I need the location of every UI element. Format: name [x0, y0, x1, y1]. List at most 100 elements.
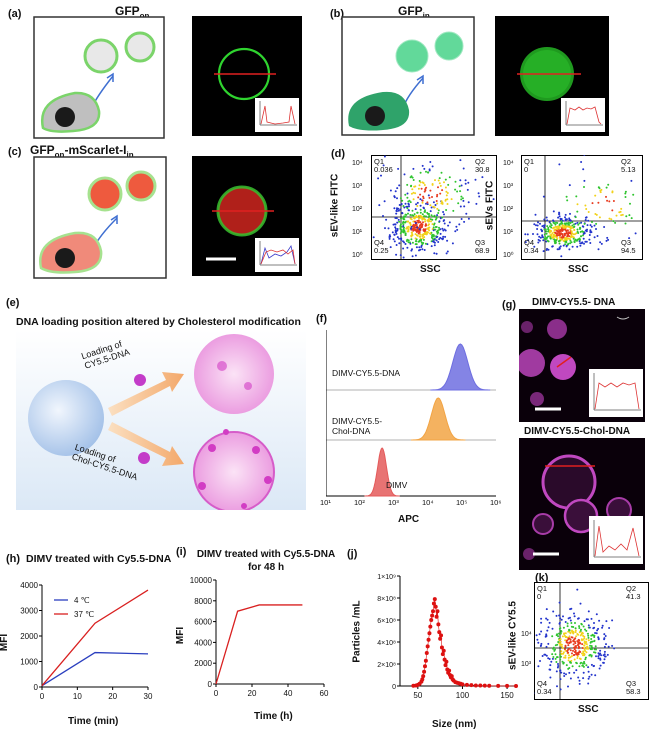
event-dot	[579, 242, 582, 245]
event-dot	[630, 217, 633, 220]
event-dot	[401, 199, 404, 202]
event-dot	[579, 228, 581, 230]
event-dot	[611, 190, 614, 193]
event-dot	[584, 240, 587, 243]
event-dot	[430, 206, 433, 209]
y-tick-label: 1×10⁹	[377, 574, 396, 581]
event-dot	[540, 621, 543, 624]
event-dot	[416, 205, 419, 207]
event-dot	[593, 634, 596, 637]
event-dot	[586, 224, 589, 227]
event-dot	[425, 170, 427, 173]
event-dot	[575, 669, 578, 672]
event-dot	[582, 638, 584, 641]
event-dot	[410, 234, 413, 237]
event-dot	[588, 654, 591, 657]
event-dot	[607, 645, 610, 648]
panel-label-a: (a)	[8, 8, 22, 20]
event-dot	[438, 238, 441, 241]
event-dot	[570, 234, 573, 237]
event-dot	[428, 196, 431, 199]
event-dot	[395, 253, 398, 256]
event-dot	[587, 666, 590, 669]
event-dot	[442, 229, 445, 232]
event-dot	[541, 655, 544, 657]
legend-label-1: 37 ℃	[74, 610, 94, 619]
event-dot	[553, 222, 556, 225]
event-dot	[569, 638, 572, 641]
y-tick-label: 8×10⁸	[377, 596, 396, 603]
event-dot	[411, 248, 413, 251]
panel-j-chart: 50 100 150 0 2×10⁸ 4×10⁸ 6×10⁸ 8×10⁸ 1×10⁹	[377, 574, 518, 700]
x-tick-label: 0	[40, 692, 45, 701]
event-dot	[431, 218, 434, 221]
event-dot	[568, 232, 571, 235]
event-dot	[407, 225, 410, 228]
event-dot	[460, 198, 463, 201]
event-dot	[567, 242, 570, 245]
event-dot	[634, 232, 637, 235]
event-dot	[404, 243, 407, 245]
x-tick-label: 10⁶	[490, 498, 502, 507]
event-dot	[583, 647, 586, 650]
data-point	[440, 652, 445, 657]
event-dot	[456, 190, 459, 193]
event-dot	[439, 232, 442, 235]
event-dot	[547, 240, 550, 243]
event-dot	[556, 248, 559, 251]
event-dot	[421, 237, 424, 240]
event-dot	[560, 652, 563, 655]
event-dot	[574, 216, 577, 219]
event-dot	[545, 617, 548, 620]
event-dot	[594, 213, 597, 215]
event-dot	[587, 639, 590, 642]
event-dot	[422, 234, 425, 237]
event-dot	[389, 189, 392, 192]
event-dot	[526, 233, 529, 236]
event-dot	[419, 214, 422, 217]
event-dot	[542, 250, 545, 253]
event-dot	[612, 220, 615, 223]
event-dot	[629, 202, 631, 205]
event-dot	[427, 171, 430, 174]
event-dot	[569, 649, 572, 652]
event-dot	[547, 230, 550, 233]
event-dot	[402, 256, 405, 259]
event-dot	[441, 227, 444, 230]
event-dot	[559, 245, 562, 248]
panel-f-xticks: 10¹ 10² 10³ 10⁴ 10⁵ 10⁶	[320, 498, 501, 510]
event-dot	[577, 617, 580, 620]
event-dot	[392, 238, 395, 241]
event-dot	[433, 206, 436, 209]
event-dot	[424, 242, 427, 245]
event-dot	[582, 234, 584, 237]
series-line-0	[215, 604, 303, 685]
panel-label-j: (j)	[347, 548, 358, 560]
event-dot	[412, 179, 415, 181]
event-dot	[539, 236, 542, 239]
event-dot	[414, 233, 417, 236]
event-dot	[435, 200, 438, 202]
event-dot	[447, 224, 450, 227]
event-dot	[574, 627, 577, 630]
event-dot	[396, 236, 399, 239]
event-dot	[524, 241, 527, 244]
event-dot	[563, 237, 566, 240]
event-dot	[568, 629, 571, 632]
event-dot	[440, 200, 443, 203]
panel-c-title-suffix-sub: in	[126, 150, 134, 160]
event-dot	[544, 635, 547, 638]
event-dot	[588, 675, 591, 678]
event-dot	[587, 647, 589, 650]
panel-c-title-main: GFP	[30, 143, 55, 157]
event-dot	[565, 229, 568, 232]
panel-d-left-q4: Q4 0.25	[374, 238, 389, 255]
data-point	[422, 664, 427, 669]
event-dot	[589, 644, 592, 647]
event-dot	[436, 202, 439, 205]
event-dot	[582, 634, 585, 637]
event-dot	[550, 224, 553, 227]
panel-j-xlabel: Size (nm)	[432, 719, 477, 730]
event-dot	[593, 664, 595, 667]
event-dot	[551, 653, 554, 656]
